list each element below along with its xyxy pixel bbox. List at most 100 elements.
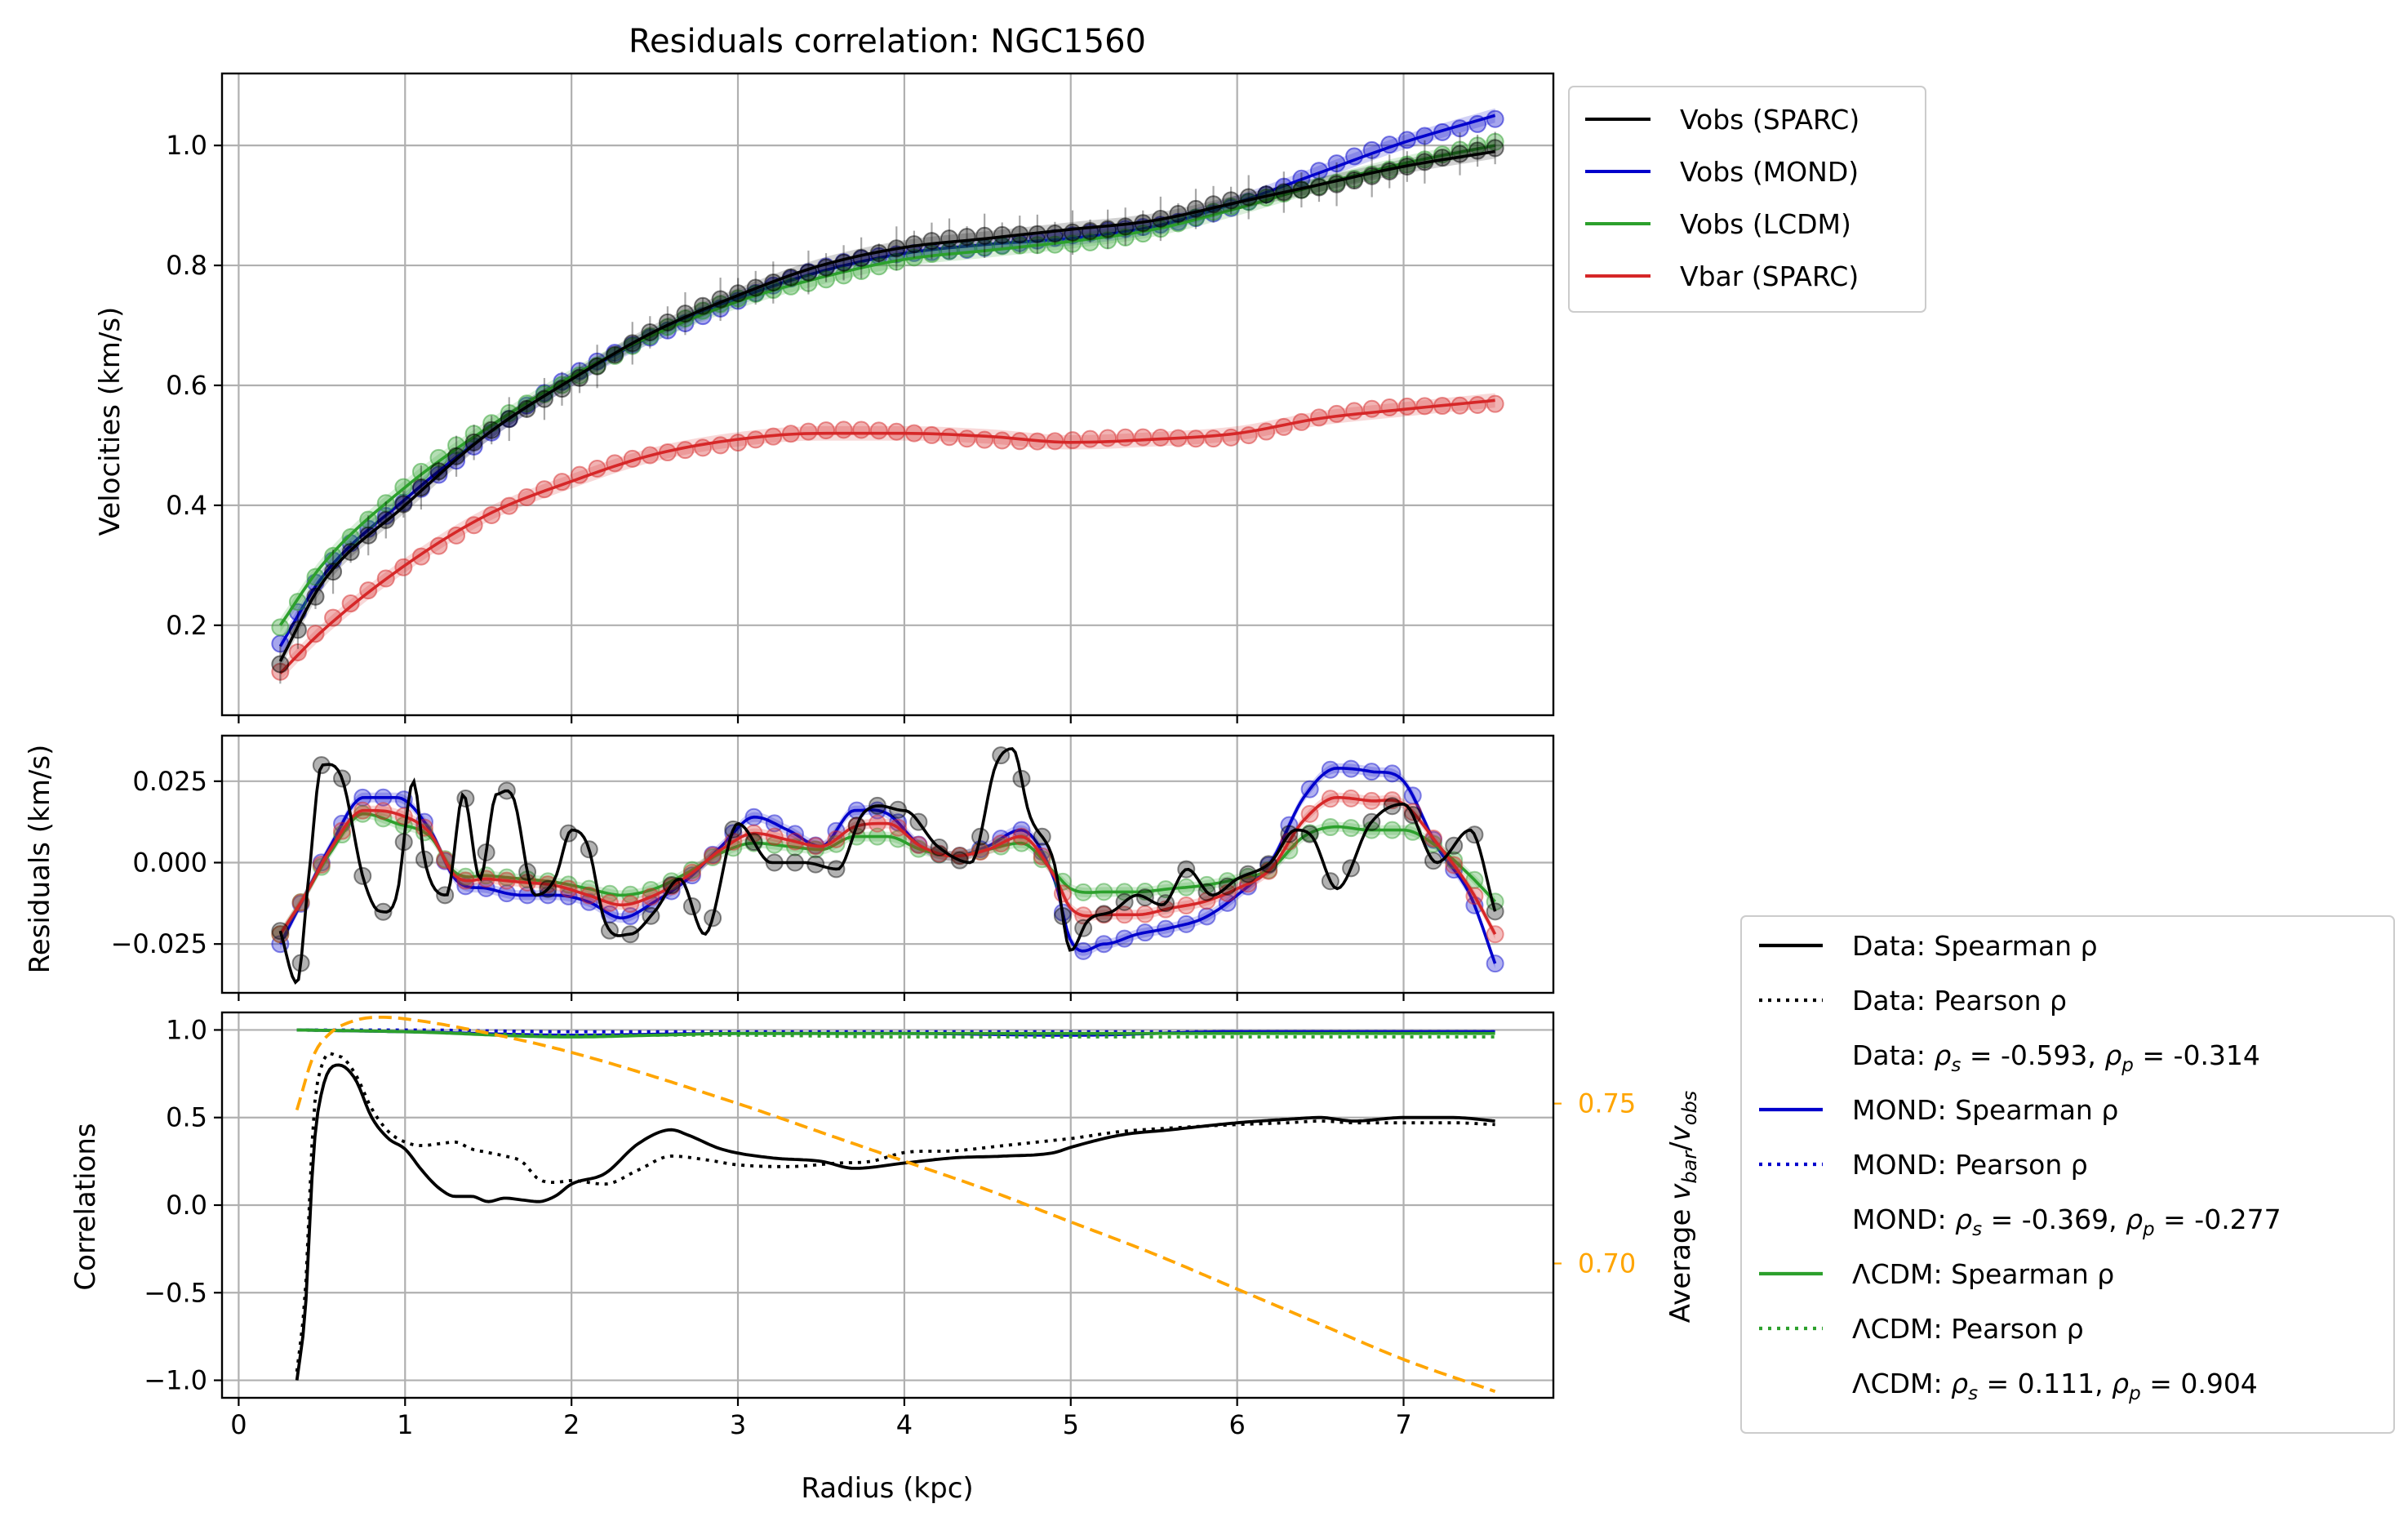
y-tick-label: 0.025	[132, 766, 207, 797]
data-point	[1222, 428, 1241, 447]
data-point	[975, 226, 994, 245]
legend-frame	[1568, 86, 1926, 313]
data-point	[1486, 394, 1504, 413]
data-point	[1116, 217, 1135, 236]
correlation-line	[296, 1028, 1495, 1034]
data-point	[288, 643, 307, 661]
legend-label: MOND: ρs = -0.369, ρp = -0.277	[1852, 1203, 2281, 1240]
series-line	[278, 796, 1497, 936]
residuals-ylabel: Residuals (km/s)	[24, 745, 56, 974]
data-point	[1239, 188, 1258, 207]
y-tick-label: 0.4	[166, 490, 207, 521]
y2-tick-label: 0.70	[1578, 1248, 1636, 1279]
data-point	[1063, 431, 1082, 450]
data-point	[1486, 902, 1504, 921]
data-point	[394, 495, 413, 514]
data-point	[817, 421, 836, 440]
ratio-ylabel: Average vbar/vobs	[1664, 1091, 1701, 1323]
y-tick-label: 1.0	[166, 130, 207, 161]
data-point	[1380, 398, 1399, 417]
legend-label: Data: Pearson ρ	[1852, 985, 2067, 1017]
data-point	[746, 430, 765, 449]
correlations-ylabel: Correlations	[69, 1123, 102, 1290]
data-point	[429, 462, 448, 481]
velocity-legend: Vobs (SPARC) Vobs (MOND) Vobs (LCDM) Vbar (…	[1568, 86, 1926, 313]
legend-frame	[1740, 915, 2395, 1434]
x-tick-label: 2	[563, 1409, 580, 1440]
data-point	[957, 228, 976, 247]
data-point	[1204, 429, 1223, 448]
data-point	[940, 428, 958, 447]
data-point	[429, 448, 448, 467]
legend-label: Vbar (SPARC)	[1680, 260, 1859, 292]
confidence-band	[280, 792, 1495, 940]
axis-frame	[220, 734, 1555, 994]
legend-label: Data: Spearman ρ	[1852, 930, 2098, 962]
data-point	[271, 618, 290, 637]
axis-frame	[220, 1011, 1555, 1399]
legend-label: ΛCDM: Spearman ρ	[1852, 1258, 2114, 1290]
data-point	[1011, 432, 1029, 451]
velocities-ylabel: Velocities (km/s)	[94, 307, 127, 536]
data-point	[324, 608, 343, 627]
data-point	[1397, 397, 1416, 416]
data-point	[940, 229, 958, 248]
data-point	[411, 478, 430, 496]
y-tick-label: 0.5	[166, 1102, 207, 1133]
data-point	[1134, 428, 1153, 447]
data-point	[1345, 402, 1364, 420]
data-point	[341, 594, 360, 613]
y-tick-label: −0.025	[111, 928, 207, 959]
y-tick-label: 0.2	[166, 610, 207, 641]
legend-label: ΛCDM: ρs = 0.111, ρp = 0.904	[1852, 1368, 2258, 1404]
y-tick-label: 0.0	[166, 1190, 207, 1221]
data-point	[1468, 396, 1487, 415]
data-point	[306, 625, 325, 643]
x-tick-label: 7	[1395, 1409, 1411, 1440]
data-point	[1362, 399, 1381, 418]
data-point	[922, 232, 941, 251]
series-line	[278, 767, 1497, 964]
legend-label: ΛCDM: Pearson ρ	[1852, 1313, 2084, 1345]
data-point	[993, 431, 1011, 450]
series-line	[278, 747, 1497, 985]
data-point	[975, 430, 994, 449]
correlation-line	[295, 1063, 1495, 1381]
correlation-line	[295, 1016, 1496, 1393]
data-point	[1081, 429, 1100, 448]
y-tick-label: −0.5	[144, 1277, 207, 1308]
legend-label: Vobs (SPARC)	[1680, 104, 1859, 136]
x-tick-label: 4	[896, 1409, 913, 1440]
x-axis-label: Radius (kpc)	[801, 1472, 973, 1505]
correlation-legend: Data: Spearman ρ Data: Pearson ρ Data: ρs …	[1740, 915, 2395, 1434]
legend-label: Vobs (LCDM)	[1680, 208, 1851, 240]
velocities-panel: 0.2 0.4 0.6 0.8 1.0	[166, 72, 1555, 723]
data-point	[957, 429, 976, 448]
y-tick-label: 0.000	[132, 848, 207, 879]
data-point	[869, 421, 888, 440]
legend-label: Data: ρs = -0.593, ρp = -0.314	[1852, 1039, 2260, 1076]
y-tick-label: 1.0	[166, 1014, 207, 1045]
data-point	[1046, 225, 1064, 243]
x-tick-label: 6	[1228, 1409, 1245, 1440]
x-tick-label: 0	[230, 1409, 247, 1440]
x-tick-label: 1	[397, 1409, 413, 1440]
data-point	[447, 447, 466, 465]
x-tick-label: 5	[1063, 1409, 1079, 1440]
data-point	[1327, 404, 1346, 423]
data-point	[887, 422, 906, 441]
data-point	[799, 422, 818, 441]
chart-title: Residuals correlation: NGC1560	[629, 23, 1146, 60]
data-point	[1099, 220, 1117, 238]
data-point	[852, 420, 871, 439]
correlation-line	[295, 1052, 1495, 1373]
correlations-panel: 0 1 2 3 4 5 6 7 −1.0 −0.5 0.0 0.5 1.0 0.70 0.75	[144, 1011, 1636, 1440]
data-point	[1451, 145, 1469, 163]
data-point	[729, 434, 748, 452]
data-point	[341, 527, 360, 546]
data-point	[1486, 954, 1504, 973]
legend-label: MOND: Spearman ρ	[1852, 1094, 2118, 1126]
residuals-panel: −0.025 0.000 0.025	[111, 734, 1555, 1001]
data-point	[1257, 422, 1276, 441]
